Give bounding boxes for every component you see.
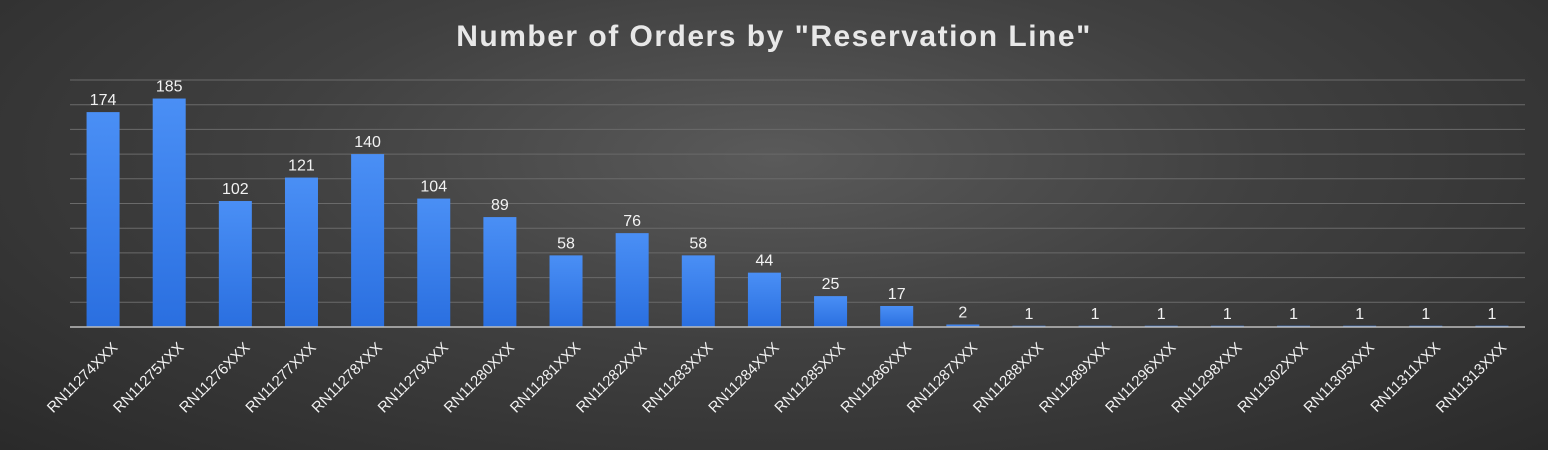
bar-rn11276xxx	[218, 201, 252, 327]
bar-rn11283xxx	[681, 255, 715, 327]
bar-rn11274xxx	[86, 112, 120, 327]
bar-rn11285xxx	[814, 296, 848, 327]
data-label: 140	[354, 134, 381, 151]
bar-rn11280xxx	[483, 217, 517, 327]
bar-rn11282xxx	[615, 233, 649, 327]
data-labels: 174 185 102 121 140 104 89 58 76 58 44 25 17 2 1 1 1 1 1 1 1…	[90, 79, 1497, 323]
data-label: 1	[1223, 306, 1232, 323]
data-label: 1	[1025, 306, 1034, 323]
data-label: 44	[756, 253, 774, 270]
bar-rn11277xxx	[284, 177, 318, 327]
bar-rn11286xxx	[880, 306, 914, 327]
data-label: 17	[888, 286, 906, 303]
bar-rn11279xxx	[417, 198, 451, 327]
bar-rn11278xxx	[351, 154, 385, 327]
data-label: 1	[1487, 306, 1496, 323]
bar-rn11287xxx	[946, 324, 980, 327]
data-label: 104	[420, 179, 447, 196]
data-label: 102	[222, 181, 249, 198]
bars	[86, 98, 1509, 328]
bar-rn11284xxx	[747, 272, 781, 327]
data-label: 58	[689, 235, 707, 252]
data-label: 1	[1157, 306, 1166, 323]
chart-title: Number of Orders by "Reservation Line"	[456, 20, 1092, 53]
data-label: 25	[822, 276, 840, 293]
data-label: 58	[557, 235, 575, 252]
data-label: 1	[1289, 306, 1298, 323]
bar-rn11281xxx	[549, 255, 583, 327]
x-axis-tick-labels: RN11274XXXRN11275XXXRN11276XXXRN11277XXX…	[44, 339, 1510, 416]
data-label: 121	[288, 158, 315, 175]
data-label: 1	[1091, 306, 1100, 323]
data-label: 89	[491, 197, 509, 214]
x-tick-label: RN11313XXX	[1433, 339, 1510, 416]
data-label: 1	[1355, 306, 1364, 323]
data-label: 76	[623, 213, 641, 230]
bar-rn11275xxx	[152, 98, 186, 328]
x-tick-label: RN11305XXX	[1301, 339, 1378, 416]
data-label: 185	[156, 79, 183, 96]
data-label: 1	[1421, 306, 1430, 323]
data-label: 174	[90, 92, 117, 109]
data-label: 2	[958, 305, 967, 322]
